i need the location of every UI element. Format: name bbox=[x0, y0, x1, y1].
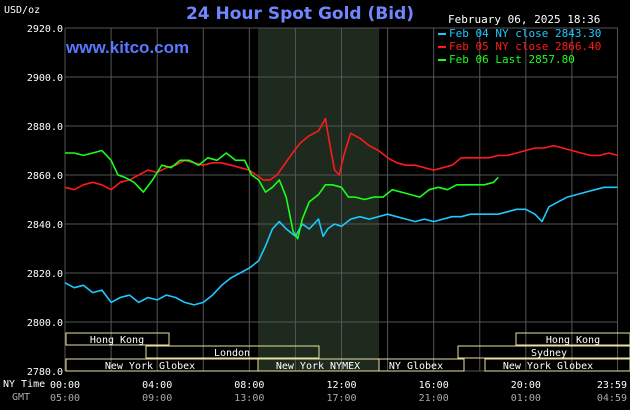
legend-label-feb05: Feb 05 NY close 2866.40 bbox=[449, 40, 602, 53]
x-tick-gmt: 13:00 bbox=[234, 393, 264, 404]
session-label-ny-globex-mid: NY Globex bbox=[389, 361, 443, 372]
session-label-ny-globex-right: New York Globex bbox=[503, 361, 593, 372]
nymex-session-shade bbox=[258, 28, 379, 371]
legend-swatch-feb04 bbox=[438, 33, 446, 35]
legend-swatch-feb06 bbox=[438, 59, 446, 61]
x-tick-ny: 23:59 bbox=[597, 380, 627, 391]
series-line-2 bbox=[65, 149, 499, 240]
x-tick-gmt: 09:00 bbox=[142, 393, 172, 404]
x-tick-ny: 00:00 bbox=[50, 380, 80, 391]
x-axis-ticks: 00:00 05:00 04:00 09:00 08:00 13:00 12:00 17:00… bbox=[50, 380, 627, 404]
y-tick-label: 2820.0 bbox=[27, 269, 63, 280]
chart-legend: Feb 04 NY close 2843.30 Feb 05 NY close … bbox=[438, 27, 601, 66]
session-box-hong-kong-left bbox=[65, 332, 170, 346]
market-sessions: Hong Kong London New York Globex New Yor… bbox=[65, 332, 630, 372]
series-lines bbox=[64, 117, 618, 306]
legend-item-feb06: Feb 06 Last 2857.80 bbox=[438, 53, 601, 66]
chart-timestamp: February 06, 2025 18:36 bbox=[448, 13, 601, 26]
units-label: USD/oz bbox=[4, 5, 41, 16]
legend-label-feb04: Feb 04 NY close 2843.30 bbox=[449, 27, 602, 40]
x-tick-gmt: 17:00 bbox=[326, 393, 356, 404]
y-axis-ticks: 2920.0 2900.0 2880.0 2860.0 2840.0 2820.0 2800… bbox=[27, 24, 63, 378]
y-tick-label: 2860.0 bbox=[27, 171, 63, 182]
y-tick-label: 2920.0 bbox=[27, 24, 63, 35]
session-box-ny-globex-right bbox=[484, 358, 630, 372]
session-label-hong-kong-left: Hong Kong bbox=[90, 335, 144, 346]
y-tick-label: 2900.0 bbox=[27, 73, 63, 84]
session-label-london: London bbox=[214, 348, 250, 359]
kitco-watermark: www.kitco.com bbox=[66, 38, 190, 57]
x-tick-ny: 12:00 bbox=[326, 380, 356, 391]
x-tick-ny: 20:00 bbox=[511, 380, 541, 391]
chart-title: 24 Hour Spot Gold (Bid) bbox=[185, 4, 415, 24]
x-tick-gmt: 05:00 bbox=[50, 393, 80, 404]
legend-item-feb05: Feb 05 NY close 2866.40 bbox=[438, 40, 601, 53]
session-label-hong-kong-right: Hong Kong bbox=[546, 335, 600, 346]
x-tick-gmt: 01:00 bbox=[511, 393, 541, 404]
ny-time-label: NY Time bbox=[3, 379, 46, 390]
session-box-sydney bbox=[457, 345, 630, 359]
session-label-sydney: Sydney bbox=[531, 348, 567, 359]
legend-item-feb04: Feb 04 NY close 2843.30 bbox=[438, 27, 601, 40]
legend-swatch-feb05 bbox=[438, 46, 446, 48]
y-tick-label: 2840.0 bbox=[27, 220, 63, 231]
x-tick-ny: 08:00 bbox=[234, 380, 264, 391]
session-box-ny-globex-mid bbox=[378, 358, 465, 372]
session-label-ny-nymex: New York NYMEX bbox=[276, 361, 360, 372]
session-label-ny-globex-left: New York Globex bbox=[105, 361, 195, 372]
x-tick-gmt: 04:59 bbox=[597, 393, 627, 404]
legend-label-feb06: Feb 06 Last 2857.80 bbox=[449, 53, 575, 66]
y-tick-label: 2800.0 bbox=[27, 318, 63, 329]
gmt-label: GMT bbox=[12, 392, 31, 403]
session-box-london bbox=[145, 345, 320, 359]
series-line-0 bbox=[64, 186, 618, 306]
y-tick-label: 2880.0 bbox=[27, 122, 63, 133]
x-tick-ny: 16:00 bbox=[419, 380, 449, 391]
x-tick-gmt: 21:00 bbox=[419, 393, 449, 404]
series-line-1 bbox=[64, 117, 618, 191]
y-tick-label: 2780.0 bbox=[27, 367, 63, 378]
session-box-hong-kong-right bbox=[515, 332, 630, 346]
x-tick-ny: 04:00 bbox=[142, 380, 172, 391]
